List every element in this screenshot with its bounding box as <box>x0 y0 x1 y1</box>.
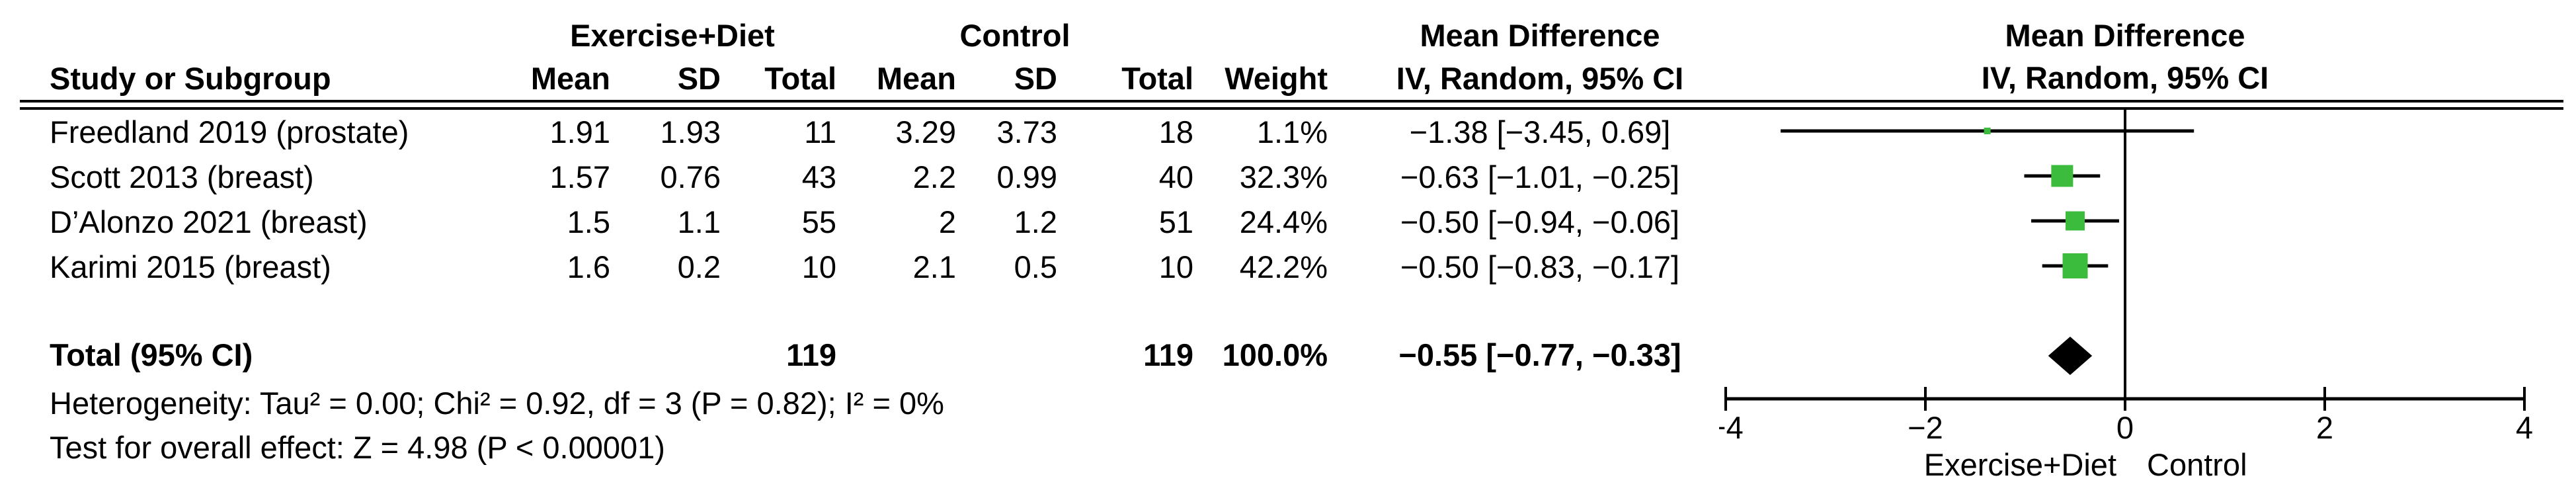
ci-text-cell: −0.50 [−0.83, −0.17] <box>1400 249 1680 284</box>
sd-exercise-cell: 1.93 <box>660 114 721 149</box>
study-row: Scott 2013 (breast) 1.57 0.76 43 2.2 0.9… <box>50 154 1752 199</box>
col-header-mean-control: Mean <box>876 60 956 96</box>
group-header-control: Control <box>959 18 1070 53</box>
total-diamond <box>2048 337 2093 375</box>
heterogeneity-note: Heterogeneity: Tau² = 0.00; Chi² = 0.92,… <box>50 386 944 421</box>
mean-control-cell: 2 <box>938 204 956 239</box>
total-weight: 100.0% <box>1222 337 1328 372</box>
col-header-sd-exercise: SD <box>677 60 721 96</box>
total-control-n: 119 <box>1143 337 1193 372</box>
col-header-total-control: Total <box>1121 60 1193 96</box>
md-header-text-column: Mean Difference <box>1420 18 1660 53</box>
study-name: Scott 2013 (breast) <box>50 159 314 194</box>
mean-control-cell: 3.29 <box>895 114 956 149</box>
axis-tick-label: 0 <box>2116 410 2134 445</box>
ci-header-text-column: IV, Random, 95% CI <box>1396 60 1684 96</box>
effect-marker <box>2051 165 2073 187</box>
col-header-weight: Weight <box>1225 60 1328 96</box>
favours-left-label: Exercise+Diet <box>1924 447 2116 482</box>
study-name: D’Alonzo 2021 (breast) <box>50 204 368 239</box>
col-header-total-exercise: Total <box>764 60 836 96</box>
weight-cell: 24.4% <box>1239 204 1328 239</box>
total-control-cell: 10 <box>1158 249 1193 284</box>
total-ci-text: −0.55 [−0.77, −0.33] <box>1398 337 1681 372</box>
col-header-sd-control: SD <box>1014 60 1057 96</box>
weight-cell: 42.2% <box>1239 249 1328 284</box>
effect-marker <box>1984 128 1991 134</box>
total-exercise-n: 119 <box>786 337 836 372</box>
mean-exercise-cell: 1.57 <box>549 159 610 194</box>
total-control-cell: 18 <box>1158 114 1193 149</box>
total-exercise-cell: 43 <box>801 159 836 194</box>
sd-control-cell: 1.2 <box>1014 204 1057 239</box>
axis-tick-label: −2 <box>1908 410 1943 445</box>
effect-marker <box>2062 253 2088 278</box>
favours-right-label: Control <box>2147 447 2247 482</box>
mean-control-cell: 2.2 <box>912 159 956 194</box>
mean-exercise-cell: 1.91 <box>549 114 610 149</box>
study-row: Karimi 2015 (breast) 1.6 0.2 10 2.1 0.5 … <box>50 244 1752 289</box>
md-header-plot-column: Mean Difference <box>2005 18 2245 53</box>
col-header-mean-exercise: Mean <box>530 60 610 96</box>
group-header-exercise-diet: Exercise+Diet <box>570 18 775 53</box>
study-name: Freedland 2019 (prostate) <box>50 114 409 149</box>
header-separator-line <box>20 100 2563 110</box>
total-exercise-cell: 11 <box>804 114 836 149</box>
study-row: Freedland 2019 (prostate) 1.91 1.93 11 3… <box>50 109 1752 154</box>
column-header-row: Study or Subgroup Mean SD Total Mean SD … <box>50 56 1752 101</box>
axis-tick-label: 2 <box>2316 410 2333 445</box>
ci-text-cell: −1.38 [−3.45, 0.69] <box>1409 114 1671 149</box>
ci-header-plot-column: IV, Random, 95% CI <box>1981 60 2269 95</box>
effect-marker <box>2066 211 2085 231</box>
sd-exercise-cell: 0.2 <box>677 249 721 284</box>
study-name: Karimi 2015 (breast) <box>50 249 331 284</box>
total-exercise-cell: 10 <box>801 249 836 284</box>
sd-control-cell: 0.5 <box>1014 249 1057 284</box>
total-control-cell: 51 <box>1158 204 1193 239</box>
sd-exercise-cell: 1.1 <box>677 204 721 239</box>
total-row: Total (95% CI) 119 119 100.0% −0.55 [−0.… <box>50 332 1752 377</box>
total-exercise-cell: 55 <box>801 204 836 239</box>
sd-control-cell: 3.73 <box>996 114 1057 149</box>
ci-text-cell: −0.63 [−1.01, −0.25] <box>1400 159 1680 194</box>
study-row: D’Alonzo 2021 (breast) 1.5 1.1 55 2 1.2 … <box>50 199 1752 244</box>
ci-text-cell: −0.50 [−0.94, −0.06] <box>1400 204 1680 239</box>
weight-cell: 1.1% <box>1256 114 1328 149</box>
sd-control-cell: 0.99 <box>996 159 1057 194</box>
mean-control-cell: 2.1 <box>912 249 956 284</box>
col-header-study: Study or Subgroup <box>50 60 331 96</box>
axis-tick-label: −4 <box>1719 410 1744 445</box>
sd-exercise-cell: 0.76 <box>660 159 721 194</box>
total-label: Total (95% CI) <box>50 337 253 372</box>
axis-tick-label: 4 <box>2516 410 2533 445</box>
forest-plot-chart: −4 −2 0 2 4 Exercise+Diet Control <box>1719 109 2533 482</box>
weight-cell: 32.3% <box>1239 159 1328 194</box>
overall-effect-note: Test for overall effect: Z = 4.98 (P < 0… <box>50 430 665 465</box>
mean-exercise-cell: 1.6 <box>567 249 610 284</box>
mean-exercise-cell: 1.5 <box>567 204 610 239</box>
total-control-cell: 40 <box>1158 159 1193 194</box>
